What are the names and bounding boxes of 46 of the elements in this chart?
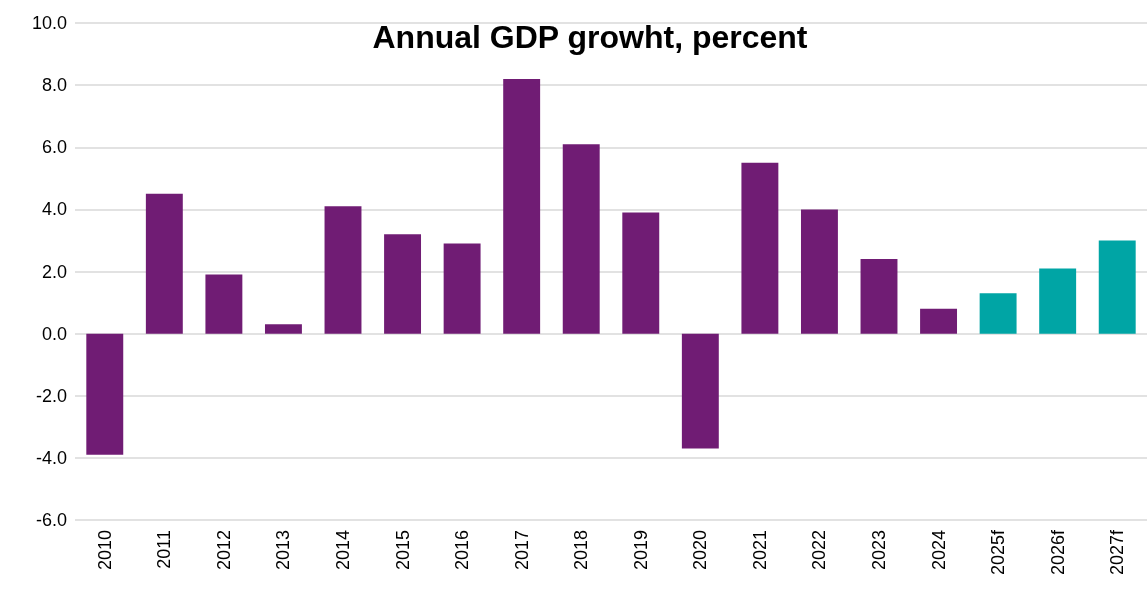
bar	[384, 234, 422, 334]
y-tick-label: -6.0	[35, 510, 67, 530]
x-tick-label: 2027f	[1107, 529, 1128, 576]
x-tick-label: 2026f	[1047, 529, 1068, 576]
bar	[503, 78, 541, 334]
bar	[264, 324, 302, 334]
bar	[562, 144, 600, 334]
x-tick-label: 2010	[94, 530, 115, 571]
x-tick-label: 2011	[154, 530, 175, 569]
bar	[741, 162, 779, 334]
y-tick-label: 10.0	[31, 13, 67, 33]
x-tick-label: 2015	[392, 530, 413, 571]
x-tick-label: 2016	[452, 530, 473, 571]
x-tick-label: 2019	[630, 530, 651, 571]
y-tick-label: -4.0	[35, 447, 67, 468]
y-tick-label: 8.0	[41, 75, 67, 96]
x-tick-label: 2021	[749, 530, 770, 571]
bar	[920, 308, 958, 334]
bar	[145, 193, 183, 334]
y-tick-label: 4.0	[41, 199, 67, 220]
x-tick-label: 2017	[511, 530, 532, 571]
x-tick-label: 2022	[809, 530, 830, 571]
bar	[622, 212, 660, 334]
chart-title: Annual GDP growht, percent	[372, 19, 808, 55]
y-tick-label: 0.0	[41, 323, 67, 344]
bar	[860, 259, 898, 334]
x-tick-label: 2012	[213, 530, 234, 571]
x-tick-label: 2013	[273, 530, 294, 571]
bar	[324, 206, 362, 334]
bar	[1098, 240, 1136, 334]
bar	[86, 333, 124, 455]
bar	[681, 333, 719, 449]
x-tick-label: 2025f	[988, 529, 1009, 576]
bar	[800, 209, 838, 334]
bar	[979, 293, 1017, 334]
x-tick-label: 2023	[869, 530, 889, 571]
bar	[205, 274, 243, 334]
y-tick-label: 2.0	[41, 261, 67, 282]
x-tick-label: 2018	[571, 530, 592, 571]
x-tick-label: 2014	[333, 530, 353, 571]
x-tick-label: 2024	[928, 530, 949, 571]
bar	[1039, 268, 1077, 334]
bar	[443, 243, 481, 334]
x-tick-label: 2020	[690, 530, 711, 571]
y-tick-label: 6.0	[41, 137, 67, 158]
y-tick-label: -2.0	[35, 385, 67, 406]
